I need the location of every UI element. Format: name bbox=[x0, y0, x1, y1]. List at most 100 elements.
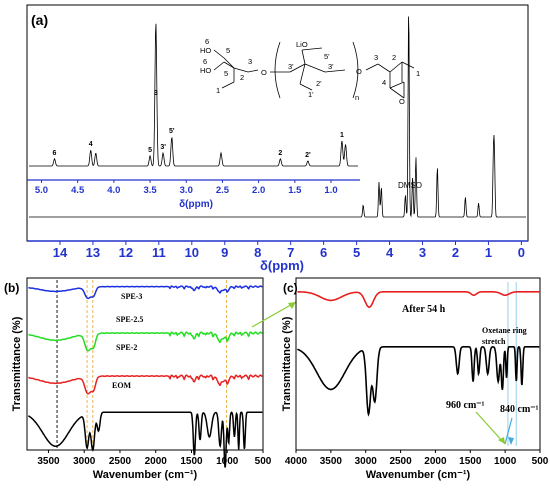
connector-arrowhead bbox=[288, 302, 296, 309]
struct-label-c1r: 1 bbox=[416, 69, 420, 78]
inset-xtick-label: 3.0 bbox=[180, 185, 193, 196]
panel-a-xtick-label: 1 bbox=[485, 245, 492, 260]
struct-label-c5b: 5 bbox=[224, 69, 228, 78]
panel-a-xtick-label: 14 bbox=[53, 245, 68, 260]
panel-b-xtick-label: 3500 bbox=[37, 456, 60, 467]
inset-peak-label: 1 bbox=[340, 132, 344, 139]
inset-xtick-label: 1.5 bbox=[288, 185, 302, 196]
panel-b-xtick-label: 2500 bbox=[109, 456, 132, 467]
panel-a-xtick-label: 2 bbox=[452, 245, 459, 260]
panel-a-xtick-label: 6 bbox=[320, 245, 327, 260]
panel-c-xtick-label: 3500 bbox=[320, 456, 343, 467]
panel-b-xtick-label: 2000 bbox=[145, 456, 168, 467]
panel-c-xtick-label: 1000 bbox=[494, 456, 517, 467]
struct-label-c6b: 6 bbox=[203, 57, 207, 66]
panel-c-series-line bbox=[297, 346, 540, 417]
inset-xlabel: δ(ppm) bbox=[179, 199, 213, 210]
inset-spectrum bbox=[29, 23, 358, 167]
panel-a-main-peaks bbox=[363, 7, 494, 205]
panel-c-ylabel: Transmittance (%) bbox=[281, 316, 293, 411]
panel-c-label: (c) bbox=[283, 281, 298, 295]
panel-b-series-line bbox=[28, 285, 263, 300]
panel-a-xtick-label: 0 bbox=[518, 245, 525, 260]
panel-b-xlabel: Wavenumber (cm⁻¹) bbox=[93, 469, 198, 481]
struct-label-c3p2: 3' bbox=[328, 62, 334, 71]
panel-b: (b) Transmittance (%) Wavenumber (cm⁻¹) … bbox=[4, 277, 272, 481]
struct-label-c4r: 4 bbox=[382, 78, 386, 87]
panel-c-xtick-label: 2500 bbox=[389, 456, 412, 467]
panel-c-series bbox=[297, 291, 540, 417]
struct-label-c2r: 2 bbox=[392, 53, 396, 62]
struct-label-o-ring: O bbox=[399, 97, 405, 106]
chemical-structure: 6 HO 5 6 HO 5 2 1 3 LiO 5' 3' 3' O 2' 1'… bbox=[200, 37, 420, 106]
panel-a-inset: 5.0 4.5 4.0 3.5 3.0 2.5 2.0 1.5 1.0 δ(ppm) 6 4 5 3 3… bbox=[27, 23, 360, 210]
panel-a-xtick-label: 7 bbox=[287, 245, 294, 260]
panel-c-xtick-label: 500 bbox=[532, 456, 549, 467]
panel-a-label: (a) bbox=[31, 12, 48, 28]
struct-label-c3: 3 bbox=[248, 57, 252, 66]
oxetane-annotation-2: stretch bbox=[482, 337, 506, 346]
struct-label-c3r: 3 bbox=[374, 53, 378, 62]
inset-peak-label: 4 bbox=[89, 141, 93, 148]
struct-label-lio: LiO bbox=[296, 40, 308, 49]
inset-peak-labels: 6 4 5 3 3' 5' 2 2' 1 bbox=[53, 90, 344, 159]
panel-b-xtick-label: 1500 bbox=[180, 456, 203, 467]
label-960: 960 cm⁻¹ bbox=[446, 400, 485, 411]
dmso-label: DMSO bbox=[398, 181, 422, 190]
panel-a-xtick-label: 3 bbox=[419, 245, 426, 260]
struct-label-c1: 1 bbox=[216, 86, 220, 95]
panel-b-ylabel: Transmittance (%) bbox=[11, 316, 23, 411]
inset-xtick-label: 4.5 bbox=[71, 185, 85, 196]
panel-c: (c) Transmittance (%) Wavenumber (cm⁻¹) … bbox=[281, 277, 549, 481]
panel-a-xtick-label: 5 bbox=[353, 245, 360, 260]
panel-b-series-line bbox=[28, 374, 263, 395]
panel-c-xticks: 4000 3500 3000 2500 2000 1500 1000 500 bbox=[285, 450, 549, 467]
panel-c-xtick-label: 3000 bbox=[355, 456, 378, 467]
panel-a-xtick-label: 13 bbox=[86, 245, 100, 260]
legend-spe3: SPE-3 bbox=[121, 292, 142, 301]
panel-b-xticks: 3500 3000 2500 2000 1500 1000 500 bbox=[37, 450, 272, 467]
struct-label-ho2: HO bbox=[200, 66, 211, 75]
inset-xtick-label: 2.0 bbox=[252, 185, 265, 196]
panel-c-xtick-label: 2000 bbox=[424, 456, 447, 467]
panel-b-series-line bbox=[28, 411, 263, 468]
struct-label-c6a: 6 bbox=[205, 37, 209, 46]
struct-label-o-right: O bbox=[356, 67, 362, 76]
struct-label-c1p: 1' bbox=[308, 90, 314, 99]
struct-label-n: n bbox=[355, 93, 359, 102]
panel-a: (a) 14 13 12 11 10 9 8 7 6 5 4 3 2 1 0 δ(ppm) DMSO 5.0… bbox=[26, 4, 529, 273]
inset-xtick-label: 3.5 bbox=[143, 185, 157, 196]
panel-c-xtick-label: 4000 bbox=[285, 456, 308, 467]
struct-label-c5p: 5' bbox=[324, 52, 330, 61]
panel-a-xtick-label: 8 bbox=[254, 245, 261, 260]
inset-xtick-label: 5.0 bbox=[35, 185, 48, 196]
struct-label-c3p1: 3' bbox=[288, 62, 294, 71]
legend-spe25: SPE-2.5 bbox=[116, 315, 143, 324]
panel-a-xtick-label: 12 bbox=[119, 245, 133, 260]
structure-bonds bbox=[213, 41, 415, 99]
inset-xtick-label: 4.0 bbox=[107, 185, 120, 196]
panel-c-xlabel: Wavenumber (cm⁻¹) bbox=[366, 469, 471, 481]
inset-xtick-label: 1.0 bbox=[324, 185, 337, 196]
label-840: 840 cm⁻¹ bbox=[500, 404, 539, 415]
panel-c-series-line bbox=[297, 291, 540, 308]
connector-arrow bbox=[251, 301, 297, 328]
panel-a-xtick-label: 9 bbox=[221, 245, 228, 260]
panel-a-xticks: 14 13 12 11 10 9 8 7 6 5 4 3 2 1 0 bbox=[53, 241, 525, 260]
annotation-arrows bbox=[475, 411, 514, 445]
panel-b-label: (b) bbox=[4, 281, 19, 295]
panel-a-xtick-label: 10 bbox=[185, 245, 199, 260]
panel-b-xtick-label: 3000 bbox=[73, 456, 96, 467]
panel-c-frame bbox=[295, 277, 541, 451]
panel-a-xlabel: δ(ppm) bbox=[260, 258, 304, 273]
inset-peak-label: 6 bbox=[53, 150, 57, 157]
panel-b-series bbox=[28, 285, 263, 468]
struct-label-c2: 2 bbox=[240, 73, 244, 82]
inset-peak-label: 5' bbox=[169, 128, 175, 135]
legend-spe2: SPE-2 bbox=[116, 343, 137, 352]
panel-a-xtick-label: 4 bbox=[386, 245, 394, 260]
oxetane-annotation-1: Oxetane ring bbox=[482, 326, 527, 335]
panel-b-guides bbox=[56, 280, 227, 448]
legend-eom: EOM bbox=[112, 381, 132, 390]
